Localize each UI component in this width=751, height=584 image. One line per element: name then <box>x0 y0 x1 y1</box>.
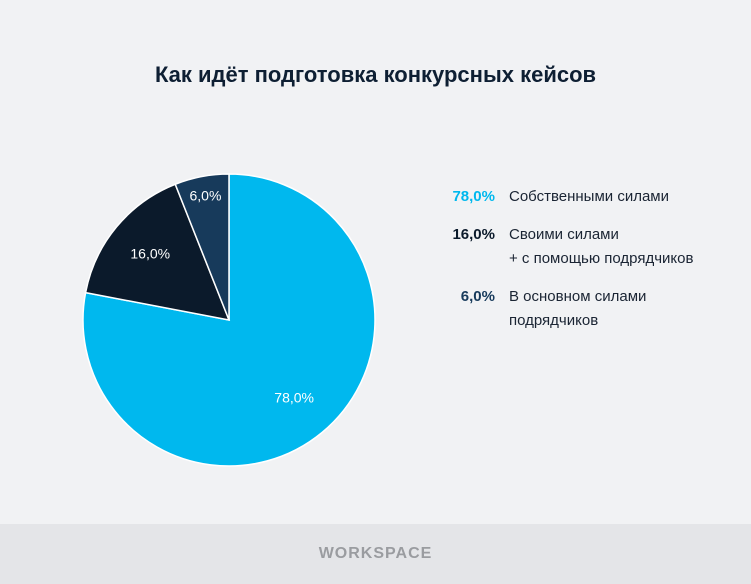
legend-label: Собственными силами <box>509 188 669 205</box>
legend-item: 6,0% В основном силами подрядчиков <box>400 285 693 333</box>
slice-label: 78,0% <box>274 389 314 405</box>
legend-value: 16,0% <box>452 226 495 243</box>
slice-label: 6,0% <box>190 187 222 203</box>
chart: 78,0% 16,0% 6,0% <box>82 173 376 467</box>
legend-value: 78,0% <box>452 188 495 205</box>
legend-value: 6,0% <box>460 288 495 305</box>
slice-label: 16,0% <box>130 246 170 262</box>
legend-item: 78,0% Собственными силами <box>400 185 693 209</box>
pie-slice <box>174 173 230 321</box>
pie-slice <box>84 183 231 321</box>
legend-label: В основном силами подрядчиков <box>509 288 647 329</box>
chart-title: Как идёт подготовка конкурсных кейсов <box>154 62 597 87</box>
footer-logo: WORKSPACE <box>0 524 751 584</box>
legend-label: Своими силами + с помощью подрядчиков <box>509 226 694 267</box>
legend: 78,0% Собственными силами 16,0% Своими сила… <box>400 185 693 347</box>
legend-item: 16,0% Своими силами + с помощью подрядчик… <box>400 223 693 271</box>
